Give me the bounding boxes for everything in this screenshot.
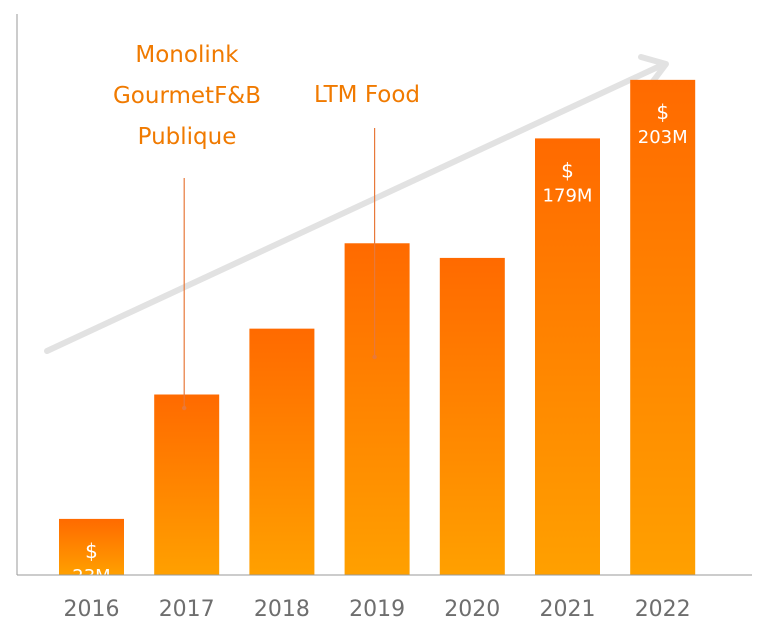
x-tick-label-2018: 2018 [254,597,310,622]
bar-2018 [249,328,315,575]
x-tick-label-2021: 2021 [540,597,596,622]
bar-2016 [59,518,124,575]
annotation-marker-2017 [182,405,187,411]
bar-2017 [154,394,220,575]
trend-arrow-line [44,63,663,354]
annotation-text-2017-1: GourmetF&B [113,83,261,109]
bars-group [59,79,696,576]
bar-2022 [630,79,696,576]
axes-group: 2016 2017 2018 2019 2020 2021 2022 [16,14,752,622]
annotation-marker-2019 [372,354,377,360]
x-tick-label-2022: 2022 [635,597,691,622]
data-label-value-2016: 23M [72,566,110,587]
x-tick-label-2020: 2020 [444,597,500,622]
annotation-text-2017-0: Monolink [135,42,239,68]
trend-arrow-group [44,54,669,354]
bar-2021 [535,138,600,576]
annotation-text-2017-2: Publique [138,124,237,150]
data-labels-group: $23M $179M $203M [72,100,687,587]
bar-2019 [344,243,410,575]
x-tick-label-2017: 2017 [159,597,215,622]
x-tick-label-2019: 2019 [349,597,405,622]
data-label-value-2021: 179M [543,185,593,206]
data-label-symbol-2021: $ [561,158,574,182]
data-label-symbol-2016: $ [85,539,98,563]
annotation-text-2019-0: LTM Food [314,82,420,108]
trend-arrow-head-icon [638,54,669,87]
bar-2020 [439,257,505,575]
annotations-group: Monolink GourmetF&B Publique LTM Food [113,42,420,411]
data-label-value-2022: 203M [638,127,688,148]
data-label-symbol-2022: $ [656,100,669,124]
x-tick-label-2016: 2016 [64,597,120,622]
